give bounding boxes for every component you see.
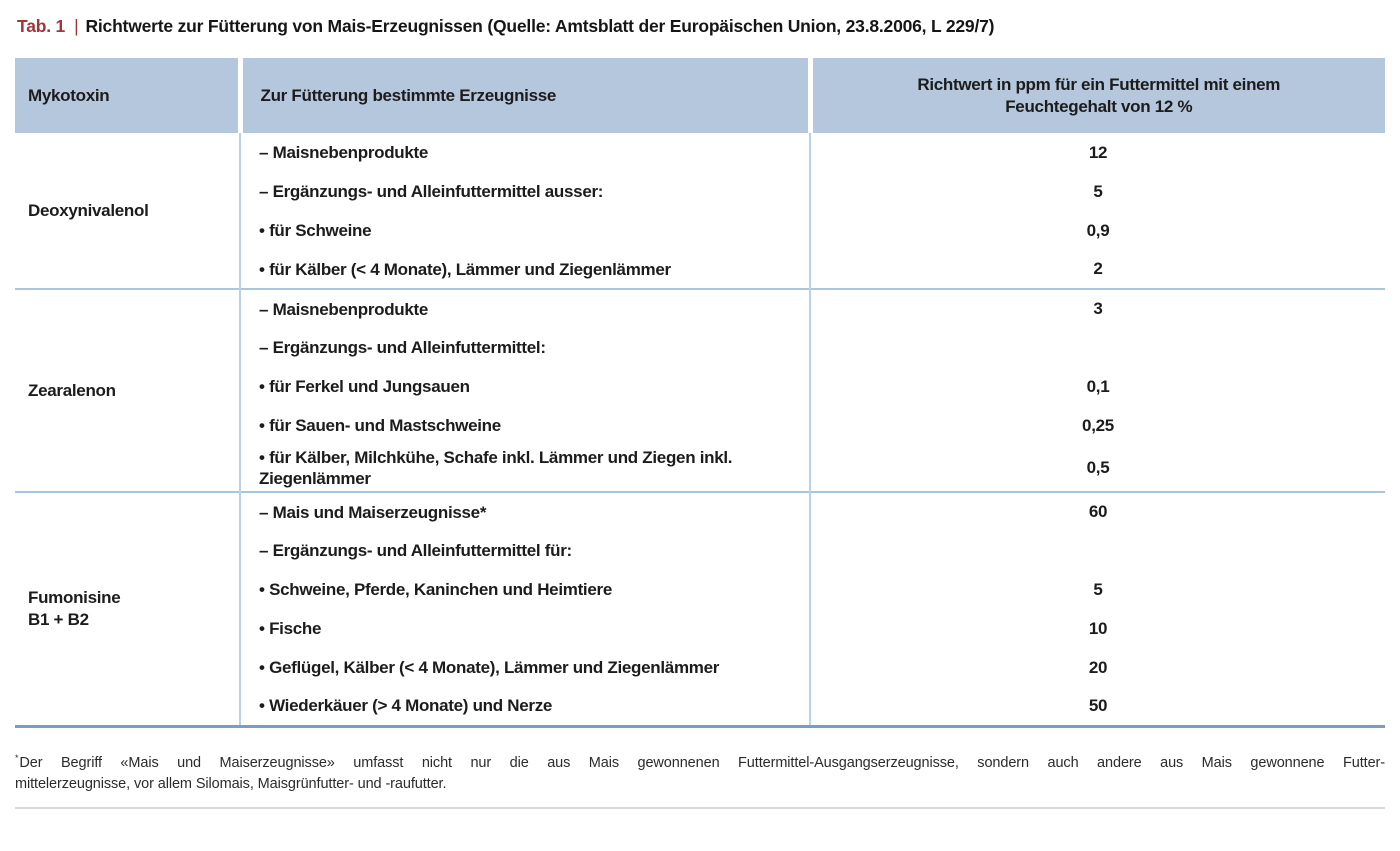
erzeugnis-cell: – Ergänzungs- und Alleinfuttermittel: [239,328,810,367]
richtwerte-table: Mykotoxin Zur Fütterung bestimmte Erzeug… [15,58,1385,728]
erzeugnis-cell: • für Kälber, Milchkühe, Schafe inkl. Lä… [239,445,810,492]
table-row: • für Kälber (< 4 Monate), Lämmer und Zi… [15,250,1385,289]
erzeugnis-cell: • für Schweine [239,211,810,250]
table-row: Deoxynivalenol – Maisnebenprodukte 12 [15,133,1385,220]
erzeugnis-cell: – Maisnebenprodukte [239,288,810,328]
caption-separator: | [74,16,79,36]
table-row: • für Kälber, Milchkühe, Schafe inkl. Lä… [15,445,1385,492]
richtwert-cell: 5 [809,570,1385,609]
richtwert-cell: 0,1 [809,367,1385,406]
table-caption: Tab. 1 | Richtwerte zur Fütterung von Mais… [15,14,1385,37]
erzeugnis-cell: – Ergänzungs- und Alleinfuttermittel für… [239,531,810,570]
erzeugnis-cell: • für Sauen- und Mastschweine [239,406,810,445]
table-row: • für Sauen- und Mastschweine 0,25 [15,406,1385,445]
header-erzeugnisse: Zur Fütterung bestimmte Erzeugnisse [237,58,810,133]
richtwert-cell [809,328,1385,367]
richtwert-cell: 5 [809,172,1385,211]
table-header: Mykotoxin Zur Fütterung bestimmte Erzeug… [15,58,1385,133]
table-row: • Wiederkäuer (> 4 Monate) und Nerze 50 [15,687,1385,726]
erzeugnis-cell: – Maisnebenprodukte [239,133,810,172]
footnote-text-1: Der Begriff «Mais und Maiserzeugnisse» u… [19,754,1385,771]
richtwert-cell: 0,25 [809,406,1385,445]
table-row: • Schweine, Pferde, Kaninchen und Heimti… [15,570,1385,609]
bottom-rule [15,807,1385,810]
richtwert-cell: 20 [809,648,1385,687]
erzeugnis-cell: – Ergänzungs- und Alleinfuttermittel aus… [239,172,810,211]
footnote-marker: * [15,752,19,763]
table-row: • Fische 10 [15,609,1385,648]
table-number: Tab. 1 [17,16,66,36]
table-section: Deoxynivalenol – Maisnebenprodukte 12– Erg… [15,133,1385,289]
richtwert-cell: 0,9 [809,211,1385,250]
footnote-line-2: mittelerzeugnisse, vor allem Silomais, M… [15,776,447,793]
erzeugnis-cell: • für Ferkel und Jungsauen [239,367,810,406]
table-row: – Ergänzungs- und Alleinfuttermittel aus… [15,172,1385,211]
table-row: Zearalenon – Maisnebenprodukte 3 [15,288,1385,492]
richtwert-cell: 2 [809,250,1385,289]
mykotoxin-cell: Fumonisine B1 + B2 [15,491,240,726]
header-richtwert: Richtwert in ppm für ein Futtermittel mi… [807,58,1385,133]
table-row: • Geflügel, Kälber (< 4 Monate), Lämmer … [15,648,1385,687]
richtwert-cell: 50 [809,687,1385,726]
table-row: – Ergänzungs- und Alleinfuttermittel: [15,328,1385,367]
table-section: Fumonisine B1 + B2– Mais und Maiserzeugn… [15,491,1385,726]
richtwert-cell: 60 [809,491,1385,531]
mykotoxin-cell: Zearalenon [15,288,240,492]
richtwert-cell: 12 [809,133,1385,172]
richtwert-cell: 3 [809,288,1385,328]
page: Tab. 1 | Richtwerte zur Fütterung von Mais… [15,14,1385,810]
richtwert-cell: 10 [809,609,1385,648]
table-row: • für Schweine 0,9 [15,211,1385,250]
table-row: Fumonisine B1 + B2– Mais und Maiserzeugn… [15,491,1385,726]
table-title: Richtwerte zur Fütterung von Mais-Erzeug… [85,16,995,36]
richtwert-cell: 0,5 [809,445,1385,492]
mykotoxin-cell: Deoxynivalenol [28,200,149,220]
erzeugnis-cell: • Geflügel, Kälber (< 4 Monate), Lämmer … [239,648,810,687]
erzeugnis-cell: • für Kälber (< 4 Monate), Lämmer und Zi… [239,250,810,289]
erzeugnis-cell: • Fische [239,609,810,648]
erzeugnis-cell: – Mais und Maiserzeugnisse* [239,491,810,531]
erzeugnis-cell: • Wiederkäuer (> 4 Monate) und Nerze [239,687,810,726]
erzeugnis-cell: • Schweine, Pferde, Kaninchen und Heimti… [239,570,810,609]
header-mykotoxin: Mykotoxin [15,58,240,133]
richtwert-cell [809,531,1385,570]
table-row: • für Ferkel und Jungsauen 0,1 [15,367,1385,406]
header-row: Mykotoxin Zur Fütterung bestimmte Erzeug… [15,58,1385,133]
footnote-line-1: *Der Begriff «Mais und Maiserzeugnisse» … [15,747,1385,774]
table-row: – Ergänzungs- und Alleinfuttermittel für… [15,531,1385,570]
table-section: Zearalenon – Maisnebenprodukte 3– Ergänzun… [15,288,1385,492]
footnote: *Der Begriff «Mais und Maiserzeugnisse» … [15,747,1385,796]
